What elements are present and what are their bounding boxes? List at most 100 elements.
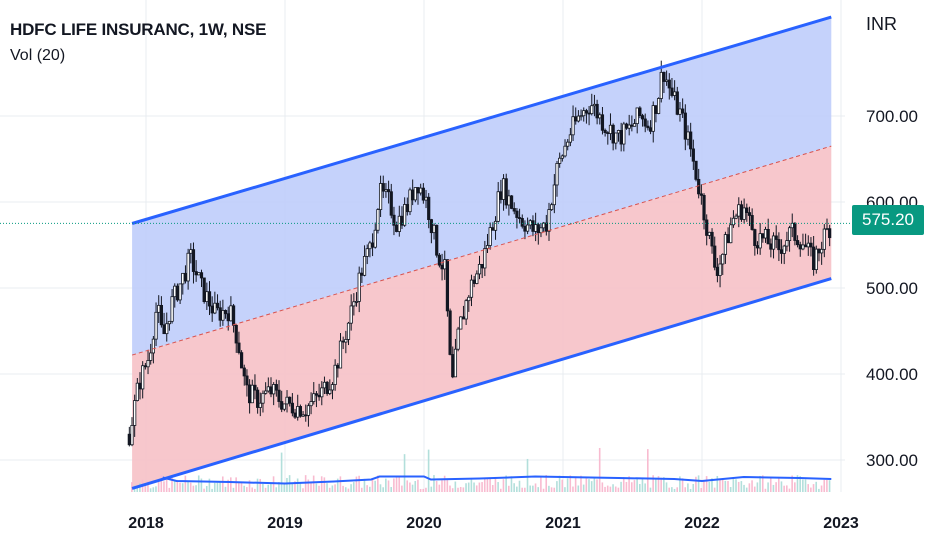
candle-body [587, 112, 591, 115]
volume-bar [470, 479, 473, 492]
volume-bar [598, 447, 601, 492]
volume-bar [296, 478, 299, 492]
volume-bar [441, 480, 443, 492]
candle-body [534, 224, 538, 232]
candle-body [753, 229, 757, 246]
volume-bar [649, 487, 652, 492]
volume-bar [719, 479, 721, 492]
volume-bar [483, 478, 486, 492]
volume-bar [478, 482, 481, 492]
volume-bar [221, 476, 224, 492]
candle-body [191, 249, 196, 272]
volume-bar [617, 487, 620, 492]
volume-bar [454, 481, 457, 492]
candle-body [539, 227, 543, 234]
volume-bar [136, 487, 139, 492]
candle-body [181, 272, 185, 285]
volume-bar [745, 487, 748, 492]
volume-bar [155, 486, 157, 492]
x-tick-label: 2022 [684, 515, 720, 532]
candle-body [223, 310, 228, 315]
volume-bar [660, 477, 662, 492]
volume-bar [213, 482, 216, 492]
volume-bar [794, 482, 796, 492]
candle-body [282, 403, 286, 410]
candle-body [149, 352, 153, 361]
candle-body [170, 296, 174, 322]
volume-bar [604, 486, 606, 492]
candle-body [707, 231, 711, 236]
volume-bar [636, 477, 638, 492]
candle-body [648, 127, 653, 132]
candle-body [248, 384, 252, 404]
candle-body [571, 116, 575, 136]
volume-bar [315, 483, 318, 492]
candle-body [662, 71, 666, 82]
candle-body [755, 245, 760, 249]
chart-header: HDFC LIFE INSURANC, 1W, NSE Vol (20) [10, 20, 266, 65]
volume-bar [176, 479, 179, 492]
volume-indicator-label: Vol (20) [10, 47, 66, 64]
volume-bar [828, 480, 831, 492]
candle-body [253, 384, 257, 391]
candle-body [413, 187, 417, 201]
volume-bar [566, 478, 569, 492]
candle-body [146, 360, 150, 368]
candle-body [729, 224, 733, 244]
candle-body [464, 300, 468, 320]
volume-bar [425, 487, 427, 492]
candle-body [314, 393, 319, 396]
candle-body [747, 212, 752, 216]
volume-bar [385, 478, 387, 492]
candle-body [178, 283, 182, 301]
volume-bar [163, 481, 165, 492]
candle-body [376, 209, 380, 231]
volume-bar [355, 476, 358, 492]
volume-bar [291, 482, 294, 492]
candle-body [638, 107, 642, 117]
volume-bar [737, 481, 740, 492]
volume-bar [302, 488, 304, 492]
volume-bar [655, 477, 657, 492]
candle-body [389, 191, 393, 216]
candle-body [710, 231, 714, 247]
candle-body [274, 384, 278, 391]
candle-body [694, 160, 698, 180]
candle-body [795, 240, 800, 246]
volume-bar [708, 481, 711, 492]
volume-bar [168, 487, 171, 492]
volume-bar [556, 481, 558, 492]
volume-bar [796, 475, 799, 492]
volume-bar [347, 488, 350, 492]
volume-bar [625, 481, 628, 492]
volume-bar [724, 480, 727, 492]
candle-body [285, 396, 289, 405]
volume-bar [360, 487, 363, 492]
volume-bar [521, 487, 523, 492]
candle-body [411, 189, 415, 201]
volume-bar [665, 482, 668, 492]
volume-bar [189, 482, 192, 492]
candle-body [312, 393, 316, 402]
candle-body [205, 291, 209, 303]
volume-bar [647, 449, 649, 492]
candle-body [809, 242, 813, 248]
candle-body [828, 228, 832, 239]
candle-body [397, 215, 401, 232]
candle-body [272, 384, 276, 395]
candle-body [475, 273, 479, 284]
candle-body [675, 91, 679, 115]
volume-bar [772, 484, 775, 492]
volume-bar [743, 484, 745, 492]
candle-body [493, 220, 498, 231]
candle-body [817, 248, 821, 254]
volume-bar [780, 481, 783, 492]
candle-body [226, 313, 230, 322]
candle-body [643, 118, 647, 127]
volume-bar [759, 475, 761, 492]
candle-body [745, 207, 749, 213]
candle-body [536, 224, 540, 234]
volume-bar [692, 484, 695, 492]
candle-body [467, 296, 471, 302]
volume-bar [382, 487, 384, 492]
